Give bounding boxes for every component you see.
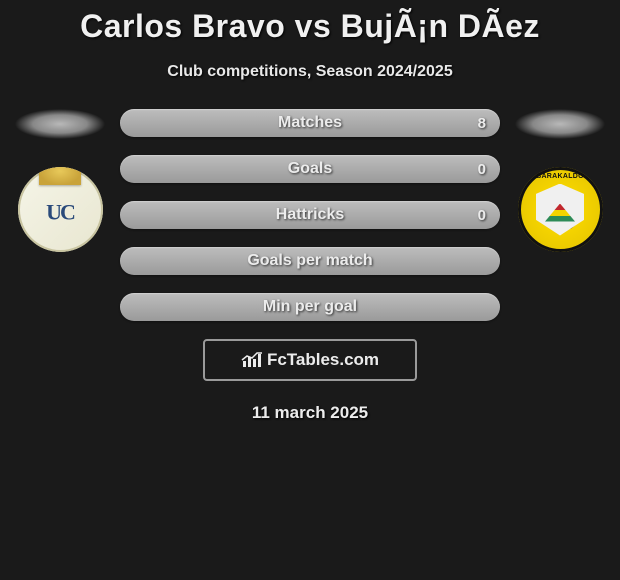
club-badge-left (18, 167, 103, 252)
stat-label: Matches (278, 114, 342, 132)
stat-row-matches: Matches 8 (120, 109, 500, 137)
stat-label: Min per goal (263, 298, 357, 316)
club-badge-right-shield (536, 184, 584, 236)
player-right-column: BARAKALDO (510, 109, 610, 252)
subtitle: Club competitions, Season 2024/2025 (0, 63, 620, 81)
stat-label: Goals (288, 160, 332, 178)
stat-label: Goals per match (247, 252, 372, 270)
stat-value: 8 (478, 115, 486, 132)
page-title: Carlos Bravo vs BujÃ¡n DÃez (0, 0, 620, 45)
player-right-avatar-placeholder (515, 109, 605, 139)
stat-value: 0 (478, 207, 486, 224)
brand-box: FcTables.com (203, 339, 417, 381)
stat-row-goals-per-match: Goals per match (120, 247, 500, 275)
player-left-avatar-placeholder (15, 109, 105, 139)
stat-value: 0 (478, 161, 486, 178)
date-line: 11 march 2025 (0, 403, 620, 423)
stats-column: Matches 8 Goals 0 Hattricks 0 Goals per … (110, 109, 510, 321)
stat-row-hattricks: Hattricks 0 (120, 201, 500, 229)
comparison-row: Matches 8 Goals 0 Hattricks 0 Goals per … (0, 109, 620, 321)
stat-row-min-per-goal: Min per goal (120, 293, 500, 321)
stat-row-goals: Goals 0 (120, 155, 500, 183)
stat-label: Hattricks (276, 206, 344, 224)
brand-text: FcTables.com (267, 350, 379, 370)
player-left-column (10, 109, 110, 252)
chart-icon (241, 351, 263, 369)
club-badge-right-text: BARAKALDO (536, 173, 584, 180)
club-badge-right: BARAKALDO (518, 167, 603, 252)
